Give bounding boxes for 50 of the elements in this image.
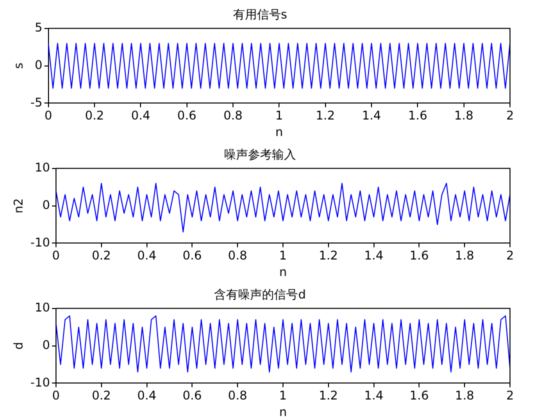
x-tick-label: 2	[506, 248, 514, 263]
x-axis-title: n	[279, 264, 287, 279]
x-axis-title: n	[279, 404, 287, 419]
x-tick-label: 0.4	[131, 108, 150, 123]
chart-title: 有用信号s	[232, 7, 288, 22]
x-tick-label: 0.6	[182, 248, 202, 263]
x-tick-label: 0.6	[177, 108, 196, 123]
x-tick-label: 1.4	[362, 108, 382, 123]
x-tick-label: 0.8	[228, 248, 248, 263]
y-tick-label: 10	[34, 300, 50, 315]
x-tick-label: 0	[52, 388, 60, 403]
y-tick-label: -5	[30, 95, 42, 110]
x-tick-label: 0.2	[84, 108, 104, 123]
x-tick-label: 0.8	[228, 388, 248, 403]
x-tick-label: 2	[506, 388, 514, 403]
y-tick-label: -10	[30, 235, 50, 250]
x-tick-label: 1.8	[455, 248, 474, 263]
x-tick-label: 1.2	[318, 388, 338, 403]
x-axis-title: n	[275, 124, 283, 139]
x-tick-label: 0.2	[92, 248, 111, 263]
x-tick-label: 1	[279, 248, 287, 263]
y-tick-label: 0	[34, 58, 42, 72]
y-tick-label: 10	[34, 160, 50, 175]
chart-title: 噪声参考输入	[224, 147, 296, 162]
x-tick-label: 1	[279, 388, 287, 403]
y-axis-title: s	[11, 62, 26, 69]
x-tick-label: 1.4	[364, 388, 384, 403]
x-tick-label: 0.8	[223, 108, 243, 123]
x-tick-label: 1.4	[364, 248, 384, 263]
x-tick-label: 0.6	[182, 388, 202, 403]
y-tick-label: 0	[42, 198, 50, 212]
x-tick-label: 1.8	[454, 108, 474, 123]
x-tick-label: 0	[52, 248, 60, 263]
chart-title: 含有噪声的信号d	[214, 287, 306, 302]
x-tick-label: 1.6	[410, 248, 429, 263]
y-axis-title: n2	[11, 198, 26, 214]
x-tick-label: 2	[506, 108, 514, 123]
x-tick-label: 0.4	[137, 248, 156, 263]
y-tick-label: 5	[34, 20, 42, 35]
x-tick-label: 1.6	[410, 388, 429, 403]
x-tick-label: 1.6	[408, 108, 428, 123]
x-tick-label: 1.2	[318, 248, 338, 263]
y-tick-label: -10	[30, 375, 50, 390]
y-tick-label: 0	[42, 338, 50, 352]
x-tick-label: 1.8	[455, 388, 474, 403]
x-tick-label: 1	[275, 108, 284, 123]
y-axis-title: d	[11, 342, 26, 350]
x-tick-label: 1.2	[316, 108, 335, 123]
x-tick-label: 0.2	[92, 388, 111, 403]
x-tick-label: 0.4	[137, 388, 156, 403]
